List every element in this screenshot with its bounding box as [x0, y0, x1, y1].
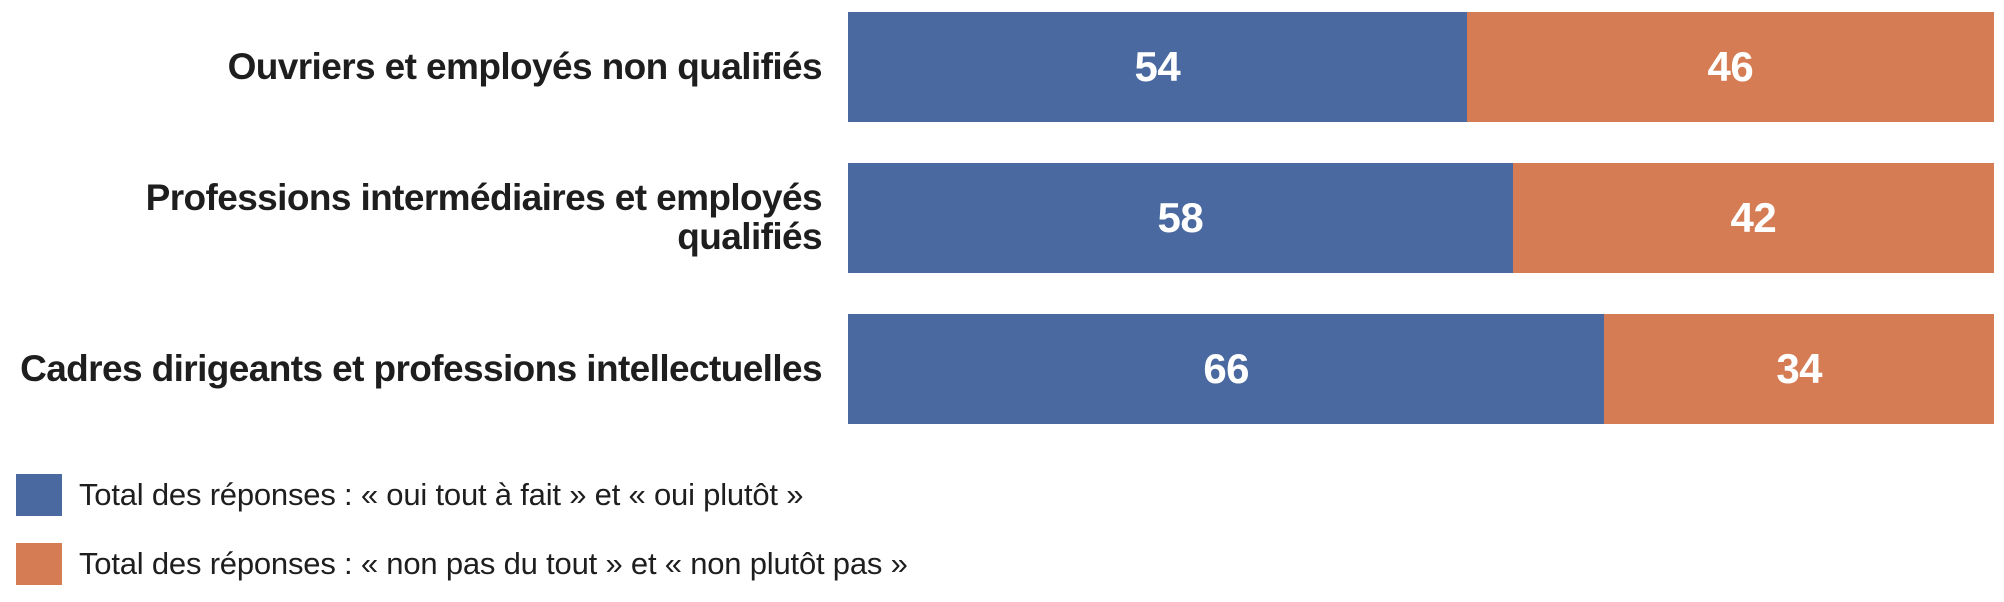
bar-segment-non: 42: [1512, 163, 1994, 273]
bar-value-non: 34: [1776, 345, 1823, 392]
bar-value-non: 42: [1730, 194, 1777, 241]
legend-label-oui: Total des réponses : « oui tout à fait »…: [79, 477, 804, 512]
bar-segment-oui: 54: [848, 12, 1467, 122]
bar-row: Cadres dirigeants et professions intelle…: [0, 314, 2004, 424]
bar-row: Professions intermédiaires et employés q…: [0, 163, 2004, 273]
legend: Total des réponses : « oui tout à fait »…: [16, 474, 2004, 585]
category-label: Ouvriers et employés non qualifiés: [227, 45, 823, 87]
legend-item-non: Total des réponses : « non pas du tout »…: [16, 543, 2004, 585]
category-label: Cadres dirigeants et professions intelle…: [20, 347, 823, 389]
legend-label-non: Total des réponses : « non pas du tout »…: [79, 546, 908, 581]
bar-value-oui: 58: [1157, 194, 1204, 241]
legend-swatch-non: [16, 543, 62, 585]
bar-row: Ouvriers et employés non qualifiés 54 46: [0, 12, 2004, 122]
category-label: Professions intermédiaires et employés q…: [145, 177, 823, 257]
bar-track: 58 42: [848, 163, 1994, 273]
bar-segment-oui: 66: [848, 314, 1605, 424]
bar-segment-oui: 58: [848, 163, 1513, 273]
chart-rows: Ouvriers et employés non qualifiés 54 46…: [0, 12, 2004, 424]
bar-segment-non: 34: [1604, 314, 1994, 424]
bar-track: 66 34: [848, 314, 1994, 424]
bar-value-oui: 54: [1134, 43, 1181, 90]
bar-track: 54 46: [848, 12, 1994, 122]
legend-item-oui: Total des réponses : « oui tout à fait »…: [16, 474, 2004, 516]
bar-value-oui: 66: [1203, 345, 1250, 392]
legend-swatch-oui: [16, 474, 62, 516]
bar-segment-non: 46: [1466, 12, 1994, 122]
bar-value-non: 46: [1707, 43, 1754, 90]
